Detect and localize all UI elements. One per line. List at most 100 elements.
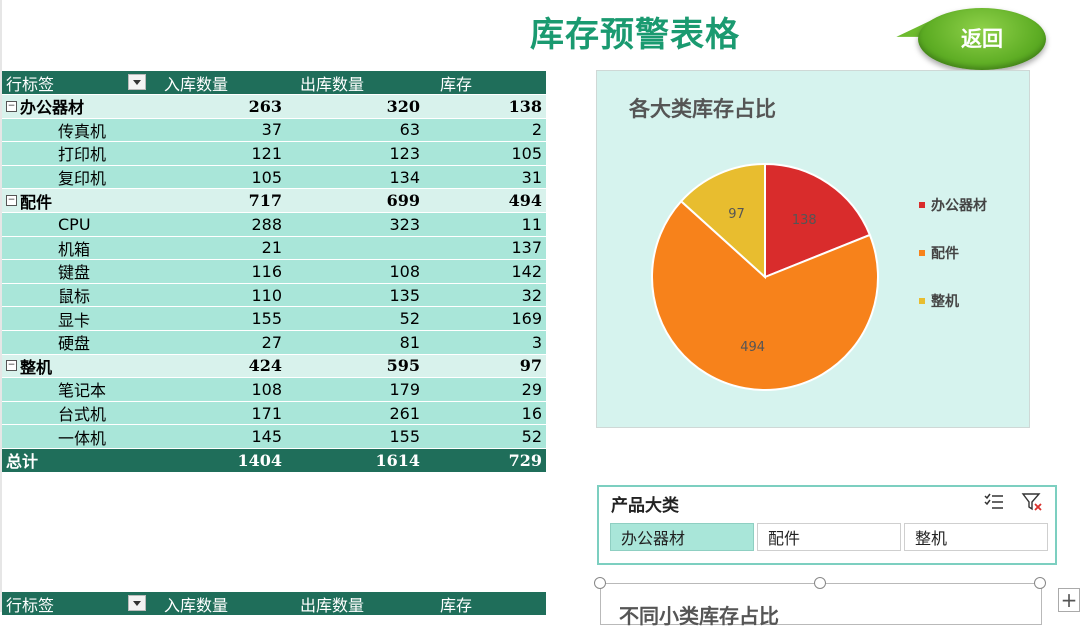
- pie-slice[interactable]: [764, 162, 872, 279]
- legend-entry[interactable]: 整机: [919, 277, 987, 325]
- item-name: 鼠标: [58, 287, 91, 307]
- pivot-item-row[interactable]: 台式机 171 261 16: [2, 400, 546, 425]
- item-stock: 2: [531, 120, 542, 140]
- pivot-item-row[interactable]: CPU 288 323 11: [2, 211, 546, 236]
- pivot-item-row[interactable]: 键盘 116 108 142: [2, 259, 546, 283]
- item-name: 一体机: [58, 428, 107, 448]
- multi-select-icon[interactable]: [983, 492, 1005, 512]
- item-in: 116: [251, 261, 282, 281]
- resize-handle-left[interactable]: [594, 577, 606, 589]
- legend-entry[interactable]: 办公器材: [919, 181, 987, 229]
- pie-slice[interactable]: [651, 199, 879, 391]
- pivot-item-row[interactable]: 笔记本 108 179 29: [2, 377, 546, 401]
- slicer-title: 产品大类: [611, 496, 679, 516]
- row-label-filter-button[interactable]: [128, 595, 146, 611]
- collapse-icon[interactable]: −: [6, 100, 17, 112]
- item-out: 323: [389, 214, 420, 234]
- back-button[interactable]: 返回: [918, 8, 1046, 70]
- item-stock: 169: [511, 309, 542, 329]
- pivot-group-row[interactable]: − 办公器材 263 320 138: [2, 94, 546, 118]
- item-stock: 32: [521, 285, 542, 305]
- pivot-group-row[interactable]: − 配件 717 699 494: [2, 188, 546, 212]
- clear-filter-icon[interactable]: [1021, 492, 1043, 512]
- group-stock: 494: [508, 191, 542, 211]
- item-in: 37: [261, 120, 282, 140]
- header-in-qty: 入库数量: [164, 595, 229, 615]
- legend-swatch: [919, 298, 925, 304]
- item-out: 135: [389, 285, 420, 305]
- resize-handle-middle[interactable]: [814, 577, 826, 589]
- pivot-item-row[interactable]: 一体机 145 155 52: [2, 424, 546, 448]
- pivot-group-row[interactable]: − 整机 424 595 97: [2, 353, 546, 378]
- item-in: 105: [251, 167, 282, 187]
- pie-svg: 138 494 97: [651, 162, 879, 391]
- header-stock: 库存: [440, 74, 473, 94]
- slicer-button-parts[interactable]: 配件: [757, 523, 901, 551]
- item-name: CPU: [58, 214, 91, 234]
- item-in: 110: [251, 285, 282, 305]
- row-label-filter-button[interactable]: [128, 74, 146, 90]
- add-sheet-button[interactable]: +: [1058, 588, 1080, 612]
- group-stock: 138: [508, 96, 542, 116]
- slicer-product-category[interactable]: 产品大类 办公器材 配件 整机: [597, 485, 1057, 565]
- resize-handle-right[interactable]: [1034, 577, 1046, 589]
- item-name: 笔记本: [58, 381, 107, 401]
- total-stock: 729: [508, 450, 542, 470]
- pivot-item-row[interactable]: 传真机 37 63 2: [2, 117, 546, 142]
- slicer-button-office[interactable]: 办公器材: [610, 523, 754, 551]
- item-stock: 142: [511, 261, 542, 281]
- group-label: − 整机: [6, 355, 156, 378]
- pie-data-label: 138: [792, 213, 817, 228]
- item-out: 81: [399, 332, 420, 352]
- group-name: 办公器材: [20, 98, 85, 118]
- item-out: 108: [389, 261, 420, 281]
- item-out: 134: [389, 167, 420, 187]
- group-in: 717: [248, 191, 282, 211]
- item-stock: 52: [521, 427, 542, 447]
- pivot-item-row[interactable]: 复印机 105 134 31: [2, 164, 546, 189]
- pivot-item-row[interactable]: 显卡 155 52 169: [2, 306, 546, 330]
- pivot-item-row[interactable]: 机箱 21 137: [2, 235, 546, 260]
- pie-chart[interactable]: 各大类库存占比 138 494 97 办公器材 配件 整机: [596, 70, 1030, 428]
- item-out: [302, 237, 420, 260]
- back-bubble[interactable]: 返回: [890, 4, 1060, 74]
- subcategory-chart-title: 不同小类库存占比: [619, 604, 779, 628]
- total-out: 1614: [375, 450, 420, 470]
- item-stock: 31: [521, 167, 542, 187]
- pivot-item-row[interactable]: 鼠标 110 135 32: [2, 282, 546, 307]
- pivot-item-row[interactable]: 打印机 121 123 105: [2, 141, 546, 165]
- item-in: 171: [251, 403, 282, 423]
- item-stock: 137: [511, 238, 542, 258]
- slicer-button-complete[interactable]: 整机: [904, 523, 1048, 551]
- group-label: − 办公器材: [6, 95, 156, 118]
- pivot-table: 行标签 入库数量 出库数量 库存 − 办公器材 263 320 138 传真机 37 63 2 打印机 12…: [2, 71, 546, 472]
- item-name: 传真机: [58, 121, 107, 141]
- group-name: 配件: [20, 192, 53, 212]
- group-name: 整机: [20, 357, 53, 377]
- item-name: 硬盘: [58, 334, 91, 354]
- total-in: 1404: [237, 450, 282, 470]
- item-stock: 3: [531, 332, 542, 352]
- group-out: 699: [386, 191, 420, 211]
- legend-swatch: [919, 202, 925, 208]
- legend-entry[interactable]: 配件: [919, 229, 987, 277]
- pie-data-label: 97: [728, 207, 745, 222]
- pivot2-header-row: 行标签 入库数量 出库数量 库存: [2, 592, 546, 615]
- collapse-icon[interactable]: −: [6, 360, 17, 372]
- subcategory-chart[interactable]: 不同小类库存占比: [600, 583, 1042, 628]
- item-out: 179: [389, 379, 420, 399]
- pivot-item-row[interactable]: 硬盘 27 81 3: [2, 329, 546, 354]
- pivot-total-row: 总计 1404 1614 729: [2, 447, 546, 472]
- header-row-labels: 行标签: [6, 74, 55, 94]
- item-in: 155: [251, 309, 282, 329]
- group-out: 595: [386, 356, 420, 376]
- header-out-qty: 出库数量: [300, 595, 365, 615]
- pie-slice[interactable]: [679, 162, 766, 280]
- group-label: − 配件: [6, 189, 156, 212]
- item-in: 288: [251, 214, 282, 234]
- header-stock: 库存: [440, 595, 473, 615]
- item-in: 121: [251, 143, 282, 163]
- header-row-labels: 行标签: [6, 595, 55, 615]
- collapse-icon[interactable]: −: [6, 195, 17, 207]
- legend-label: 整机: [931, 294, 959, 310]
